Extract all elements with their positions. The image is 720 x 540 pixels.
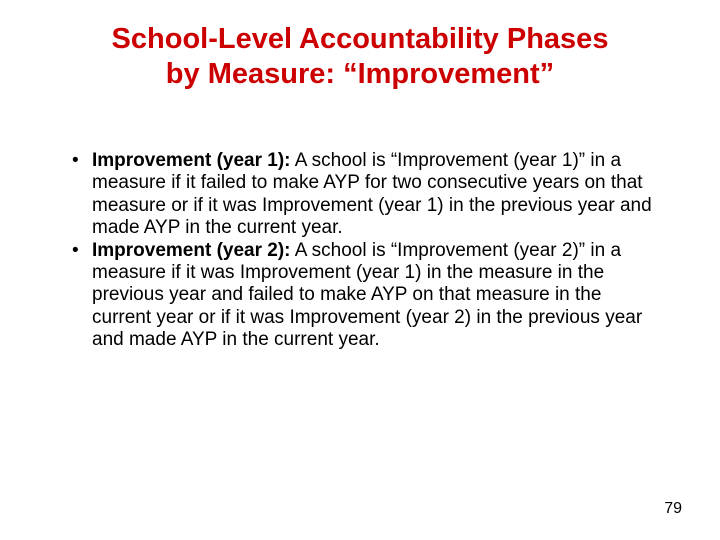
page-number: 79 <box>664 500 682 518</box>
title-line-1: School-Level Accountability Phases <box>112 23 609 55</box>
list-item: Improvement (year 2): A school is “Impro… <box>72 240 652 352</box>
slide: School-Level Accountability Phases by Me… <box>0 0 720 540</box>
bullet-list: Improvement (year 1): A school is “Impro… <box>72 150 652 352</box>
list-item: Improvement (year 1): A school is “Impro… <box>72 150 652 240</box>
bullet-label: Improvement (year 1): <box>92 150 291 171</box>
slide-title: School-Level Accountability Phases by Me… <box>0 22 720 93</box>
slide-body: Improvement (year 1): A school is “Impro… <box>72 150 652 352</box>
bullet-label: Improvement (year 2): <box>92 240 291 261</box>
title-line-2: by Measure: “Improvement” <box>166 58 554 90</box>
